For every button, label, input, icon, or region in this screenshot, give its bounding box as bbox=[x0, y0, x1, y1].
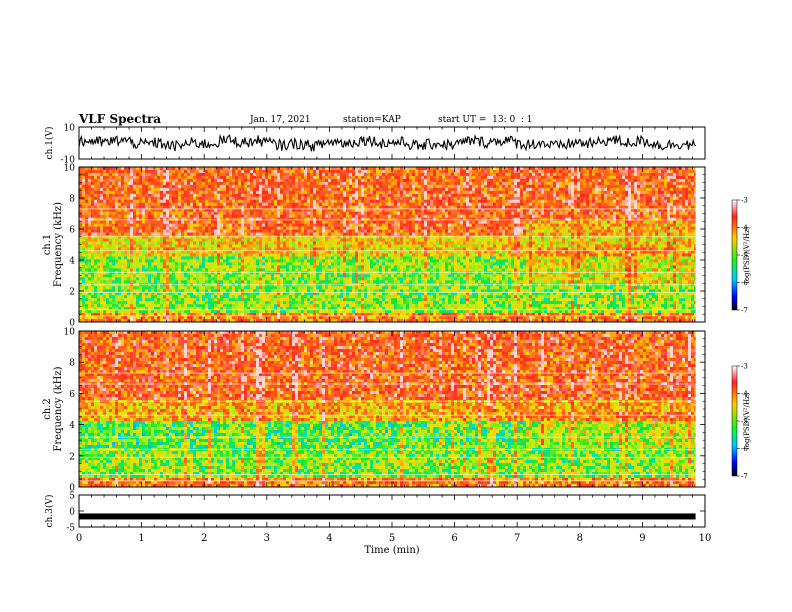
colorbar-tick-label: -6 bbox=[741, 279, 748, 287]
y-tick-label: 5 bbox=[69, 492, 75, 502]
ch1-spectrogram-image bbox=[79, 167, 705, 323]
y-tick-label: 0 bbox=[69, 484, 75, 494]
x-tick-label: 4 bbox=[326, 533, 332, 544]
x-tick-label: 8 bbox=[577, 533, 583, 544]
colorbar-tick-label: -5 bbox=[741, 418, 748, 426]
y-axis-label: Frequency (kHz) bbox=[53, 366, 64, 451]
y-tick-label: 8 bbox=[69, 195, 75, 205]
y-tick-label: 10 bbox=[64, 328, 76, 338]
colorbar-tick-label: -5 bbox=[741, 252, 748, 260]
y-tick-label: 10 bbox=[64, 164, 76, 174]
x-tick-label: 2 bbox=[201, 533, 207, 544]
header-date: Jan. 17, 2021 bbox=[250, 115, 311, 125]
x-tick-label: 7 bbox=[514, 533, 520, 544]
y-tick-label: 0 bbox=[69, 508, 75, 518]
ch1-waveform-line bbox=[78, 133, 697, 152]
x-tick-label: 5 bbox=[389, 533, 395, 544]
x-tick-label: 1 bbox=[138, 533, 144, 544]
colorbar-tick-label: -7 bbox=[741, 307, 748, 315]
y-tick-label: 6 bbox=[69, 390, 75, 400]
colorbar-label: log(PSD)(V²/Hz) bbox=[743, 392, 751, 449]
colorbar-1 bbox=[731, 199, 738, 311]
y-tick-label: -5 bbox=[66, 524, 75, 534]
y-tick-label: 4 bbox=[69, 257, 75, 267]
x-tick-label: 6 bbox=[451, 533, 457, 544]
y-tick-label: 2 bbox=[69, 452, 75, 462]
header-station: station=KAP bbox=[343, 115, 401, 125]
colorbar-label: log(PSD)(V²/Hz) bbox=[743, 226, 751, 283]
y-axis-label: Frequency (kHz) bbox=[53, 202, 64, 287]
y-tick-label: 10 bbox=[64, 124, 76, 134]
y-axis-label: ch.1 bbox=[42, 234, 53, 256]
y-tick-label: 2 bbox=[69, 288, 75, 298]
colorbar-2 bbox=[731, 365, 738, 477]
ch2-spectrogram-image bbox=[79, 331, 705, 488]
header-start-ut: start UT = 13: 0 : 1 bbox=[438, 115, 533, 125]
colorbar-tick-label: -7 bbox=[741, 473, 748, 481]
x-tick-label: 10 bbox=[699, 533, 712, 544]
y-tick-label: 0 bbox=[69, 319, 75, 329]
colorbar-tick-label: -3 bbox=[741, 197, 748, 205]
y-axis-label: ch.1(V) bbox=[44, 127, 55, 160]
ch3-waveform-line bbox=[79, 513, 696, 520]
x-tick-label: 3 bbox=[264, 533, 270, 544]
y-tick-label: 8 bbox=[69, 359, 75, 369]
y-tick-label: 4 bbox=[69, 421, 75, 431]
x-tick-label: 9 bbox=[639, 533, 645, 544]
y-axis-label: ch.2 bbox=[42, 398, 53, 420]
y-axis-label: ch.3(V) bbox=[44, 495, 55, 528]
y-tick-label: -10 bbox=[61, 156, 76, 166]
x-axis-label: Time (min) bbox=[364, 545, 419, 556]
header-title: VLF Spectra bbox=[79, 112, 161, 126]
colorbar-tick-label: -4 bbox=[741, 224, 748, 232]
colorbar-tick-label: -3 bbox=[741, 363, 748, 371]
y-tick-label: 6 bbox=[69, 226, 75, 236]
colorbar-tick-label: -6 bbox=[741, 445, 748, 453]
colorbar-tick-label: -4 bbox=[741, 390, 748, 398]
x-tick-label: 0 bbox=[76, 533, 82, 544]
